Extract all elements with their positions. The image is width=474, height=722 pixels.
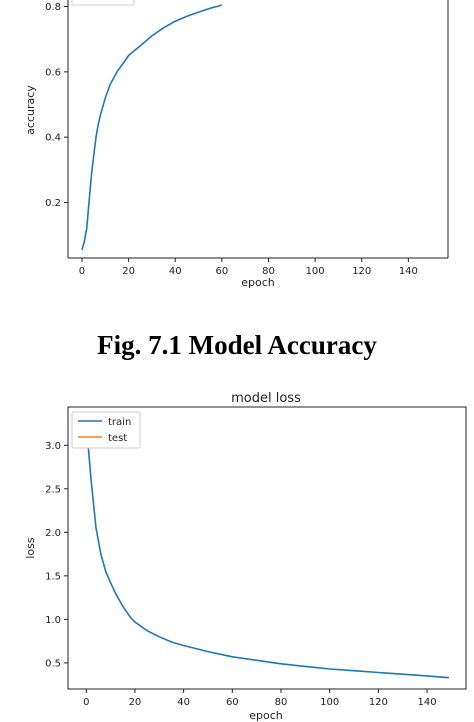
- accuracy-ytick-label: 0.8: [45, 2, 61, 13]
- loss-xtick-label: 120: [369, 697, 388, 708]
- loss-xtick-label: 40: [177, 697, 190, 708]
- accuracy-xtick-label: 60: [215, 266, 228, 277]
- accuracy-xtick-label: 140: [399, 266, 418, 277]
- loss-xlabel: epoch: [249, 709, 283, 722]
- loss-xtick-label: 20: [129, 697, 142, 708]
- accuracy-series-line: [81, 4, 223, 251]
- loss-plot-frame: [67, 406, 467, 690]
- accuracy-ytick-label: 0.2: [45, 198, 61, 209]
- accuracy-xtick-label: 80: [262, 266, 275, 277]
- loss-ytick-label: 2.0: [45, 528, 61, 539]
- accuracy-ytick-label: 0.4: [45, 133, 61, 144]
- loss-xtick-label: 0: [83, 697, 89, 708]
- accuracy-ytick-label: 0.6: [45, 67, 61, 78]
- loss-title: model loss: [231, 391, 301, 406]
- loss-xtick-label: 60: [226, 697, 239, 708]
- loss-legend-test-label: test: [108, 433, 127, 444]
- loss-ytick-label: 0.5: [45, 658, 61, 669]
- accuracy-chart: 0.2 0.4 0.6 0.8 0 20 40 60 80 100 120 140 epoch ac…: [24, 0, 449, 289]
- loss-chart: model loss 0.5 1.0 1.5 2.0 2.5 3.0 0 20 40 60 80 1…: [24, 391, 467, 722]
- accuracy-legend-box: [71, 0, 135, 6]
- loss-series-line: [85, 423, 450, 679]
- accuracy-ylabel: accuracy: [24, 85, 37, 135]
- accuracy-xlabel: epoch: [241, 276, 275, 289]
- loss-legend-train-label: train: [108, 417, 131, 428]
- accuracy-xtick-label: 20: [122, 266, 135, 277]
- loss-xtick-label: 80: [275, 697, 288, 708]
- loss-ytick-label: 1.0: [45, 615, 61, 626]
- loss-xtick-label: 100: [320, 697, 339, 708]
- accuracy-xtick-label: 0: [79, 266, 85, 277]
- loss-xtick-label: 140: [418, 697, 437, 708]
- loss-ytick-label: 2.5: [45, 484, 61, 495]
- loss-ytick-label: 1.5: [45, 571, 61, 582]
- figure-caption: Fig. 7.1 Model Accuracy: [97, 330, 377, 360]
- loss-ylabel: loss: [24, 537, 37, 559]
- loss-legend: train test: [71, 411, 141, 449]
- accuracy-plot-frame: [67, 0, 449, 259]
- accuracy-xtick-label: 120: [352, 266, 371, 277]
- loss-ytick-label: 3.0: [45, 441, 61, 452]
- accuracy-xtick-label: 40: [169, 266, 182, 277]
- accuracy-xtick-label: 100: [306, 266, 325, 277]
